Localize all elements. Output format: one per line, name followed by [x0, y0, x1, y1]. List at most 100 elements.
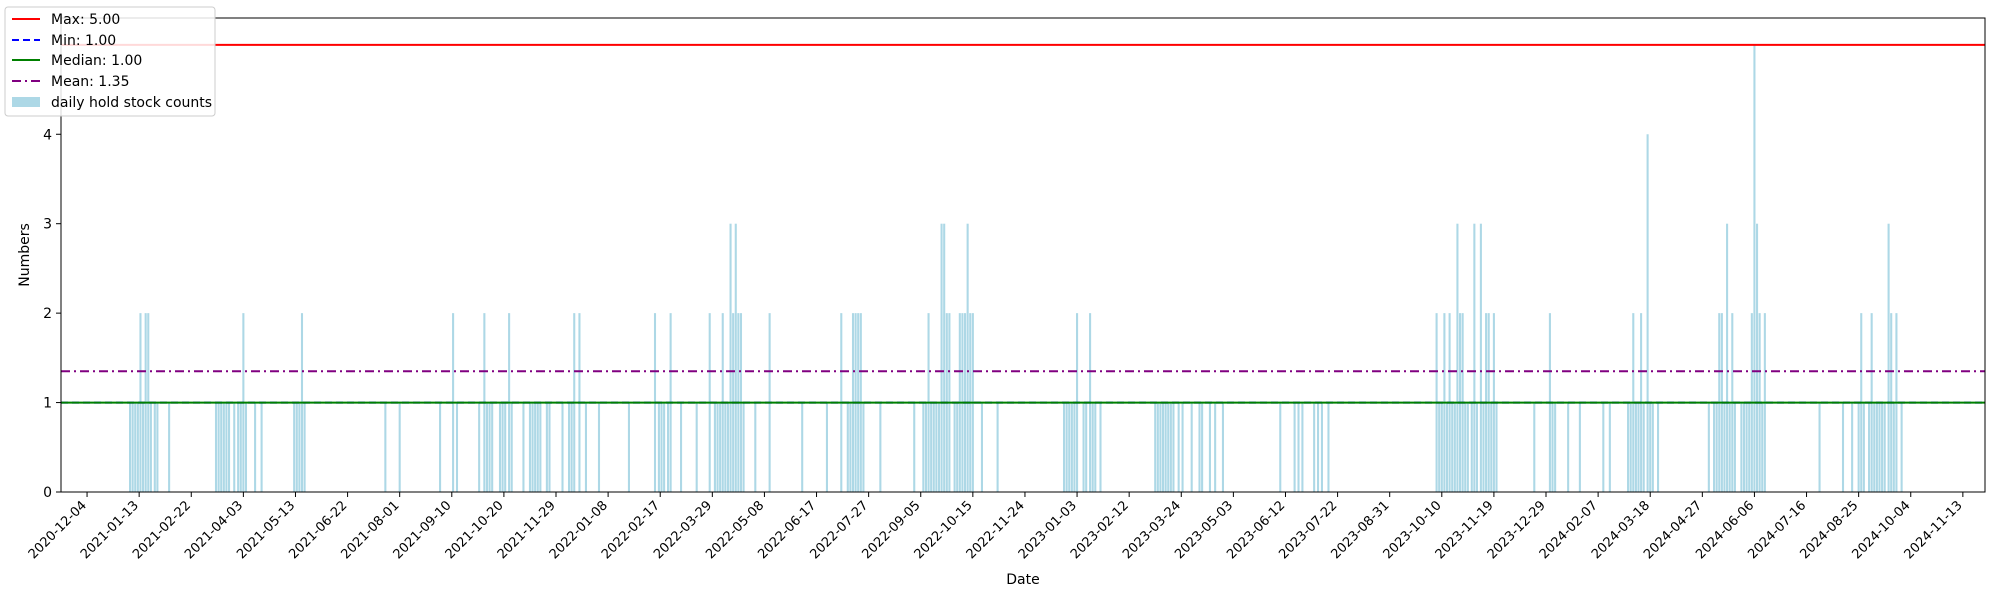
bar: [1533, 402, 1536, 492]
bar: [384, 402, 387, 492]
bar: [924, 402, 927, 492]
bar: [1099, 402, 1102, 492]
bar: [1085, 402, 1088, 492]
bar: [1713, 402, 1716, 492]
legend-box: [4, 6, 216, 117]
bar: [233, 402, 236, 492]
bar: [293, 402, 296, 492]
bar: [943, 223, 946, 492]
bar: [1169, 402, 1172, 492]
bar: [1627, 402, 1630, 492]
bar: [666, 402, 670, 492]
bar: [570, 402, 573, 492]
bar: [1464, 402, 1467, 492]
bar: [1473, 223, 1476, 492]
bar: [1753, 44, 1756, 492]
bar: [1456, 223, 1459, 492]
bar-group: [129, 44, 1903, 492]
y-axis: 0 1 2 3 4: [43, 127, 61, 501]
bar: [726, 402, 729, 492]
bar: [534, 402, 537, 492]
bar: [1301, 402, 1304, 492]
bar: [498, 402, 502, 492]
bar: [131, 402, 134, 492]
bar: [1091, 402, 1094, 492]
bar: [660, 402, 663, 492]
bar: [1172, 402, 1175, 492]
bar: [754, 402, 757, 492]
bar: [1578, 402, 1581, 492]
bar: [156, 402, 159, 492]
legend-entry: daily hold stock counts: [51, 95, 212, 111]
bar: [1818, 402, 1821, 492]
bar: [597, 402, 601, 492]
bar: [657, 402, 660, 492]
bar: [996, 402, 999, 492]
bar: [1551, 402, 1554, 492]
bar: [142, 402, 145, 492]
bar: [953, 402, 956, 492]
bar: [627, 402, 630, 492]
y-tick-label: 3: [43, 217, 52, 233]
bar: [501, 402, 504, 492]
bar: [561, 402, 564, 492]
y-axis-label: Numbers: [17, 223, 33, 287]
bar: [846, 402, 849, 492]
bar: [1181, 402, 1184, 492]
bar: [1634, 402, 1637, 492]
bar: [1567, 402, 1570, 492]
bar: [1177, 402, 1180, 492]
bar: [1320, 402, 1323, 492]
bar: [1883, 402, 1886, 492]
bar: [1490, 402, 1493, 492]
bar: [1608, 402, 1611, 492]
bar: [584, 402, 587, 492]
bar: [937, 402, 941, 492]
bar: [980, 402, 983, 492]
bar: [913, 402, 916, 492]
bar: [716, 402, 719, 492]
bar: [1445, 402, 1449, 492]
bar: [149, 402, 152, 492]
bar: [1745, 402, 1748, 492]
bar: [1554, 402, 1557, 492]
bar: [237, 402, 240, 492]
bar: [695, 402, 698, 492]
bar: [260, 402, 263, 492]
bar: [956, 402, 959, 492]
bar: [680, 402, 683, 492]
bar: [724, 402, 727, 492]
bar: [478, 402, 481, 492]
bar: [244, 402, 248, 492]
bar: [1466, 402, 1469, 492]
bar: [1297, 402, 1300, 492]
bar: [862, 402, 865, 492]
bar: [129, 402, 132, 492]
bar: [528, 402, 531, 492]
bar: [935, 402, 938, 492]
bar: [1313, 402, 1316, 492]
bar: [734, 223, 737, 492]
bar: [510, 402, 513, 492]
bar: [455, 402, 459, 492]
bar: [1707, 402, 1710, 492]
bar: [1642, 402, 1645, 492]
bar: [531, 402, 534, 492]
legend-entry: Min: 1.00: [51, 33, 116, 49]
bar: [1453, 402, 1456, 492]
legend-bar-swatch: [12, 97, 40, 107]
bar: [1094, 402, 1097, 492]
bar: [548, 402, 551, 492]
bar: [491, 402, 494, 492]
bar: [522, 402, 525, 492]
bar: [1293, 402, 1296, 492]
bar: [1470, 402, 1473, 492]
bar: [1733, 402, 1736, 492]
legend-entry: Max: 5.00: [51, 12, 120, 28]
bar: [1198, 402, 1201, 492]
bar: [1279, 402, 1282, 492]
y-tick-label: 1: [43, 396, 52, 412]
y-tick-label: 2: [43, 306, 52, 322]
